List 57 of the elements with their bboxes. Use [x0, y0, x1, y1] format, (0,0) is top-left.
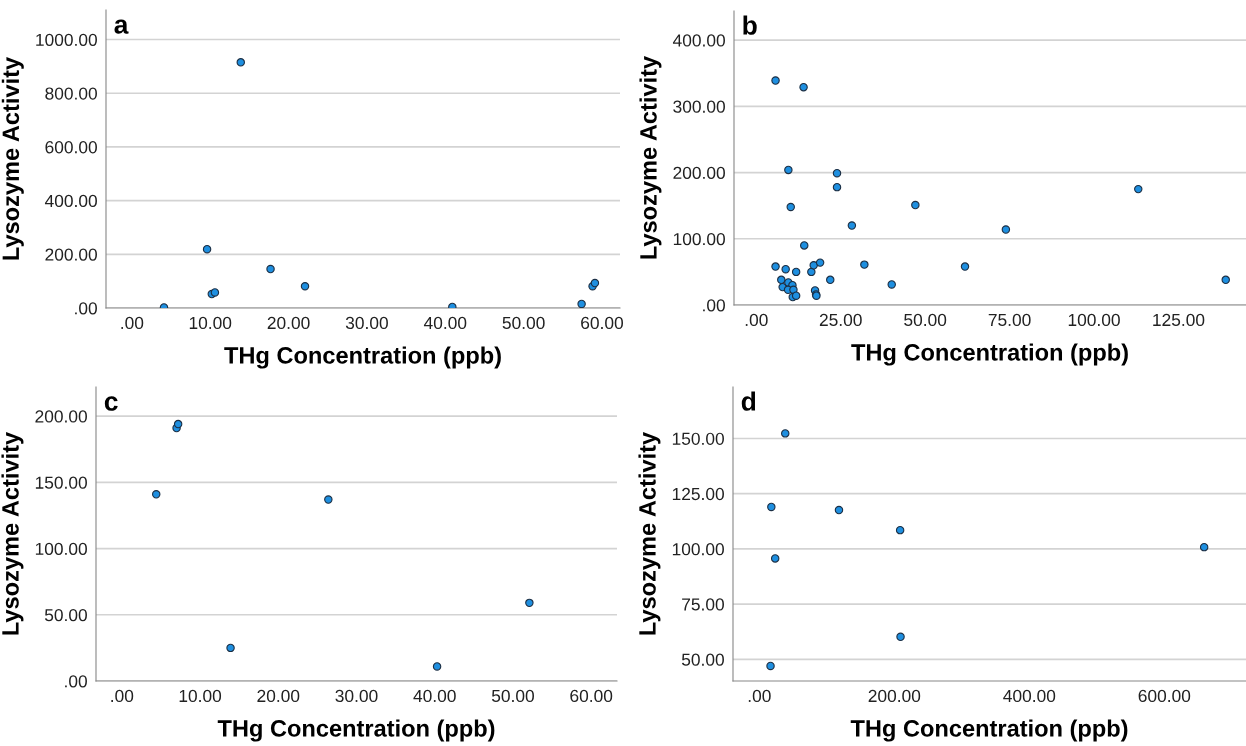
x-tick-label: 60.00 — [581, 316, 624, 330]
x-tick-label: 50.00 — [491, 689, 534, 703]
y-axis-title: Lysozyme Activity — [639, 55, 662, 259]
x-axis-title: THg Concentration (ppb) — [224, 346, 501, 369]
y-tick-label: 200.00 — [35, 410, 87, 423]
y-tick-label: .00 — [75, 302, 97, 315]
y-tick-label: 600.00 — [45, 141, 97, 154]
x-tick-label: 50.00 — [502, 316, 545, 330]
x-axis-title: THg Concentration (ppb) — [850, 719, 1128, 742]
y-tick-label: 150.00 — [672, 432, 724, 445]
y-axis-title: Lysozyme Activity — [1, 56, 24, 260]
y-tick-label: 100.00 — [35, 542, 87, 556]
x-tick-label: 600.00 — [1138, 689, 1191, 703]
y-tick-label: 200.00 — [673, 166, 725, 180]
x-tick-label: .00 — [111, 689, 134, 703]
x-tick-label: 25.00 — [819, 313, 862, 327]
y-tick-label: 800.00 — [45, 87, 97, 100]
x-tick-label: .00 — [748, 689, 771, 703]
x-tick-label: .00 — [121, 316, 144, 330]
x-tick-label: 60.00 — [570, 689, 613, 703]
y-tick-label: 1000.00 — [36, 33, 97, 46]
chart-title: a — [114, 19, 129, 34]
y-tick-label: .00 — [65, 675, 87, 688]
x-tick-label: 10.00 — [179, 689, 222, 703]
x-tick-label: 100.00 — [1068, 313, 1120, 327]
y-tick-label: 50.00 — [44, 608, 87, 622]
x-axis-title: THg Concentration (ppb) — [851, 343, 1128, 366]
x-tick-label: 50.00 — [904, 313, 947, 327]
y-tick-label: 75.00 — [682, 598, 724, 611]
chart-title: c — [104, 396, 118, 411]
x-tick-label: 200.00 — [868, 689, 921, 703]
y-tick-label: 400.00 — [44, 194, 97, 208]
x-tick-label: 30.00 — [345, 316, 388, 330]
y-tick-label: 100.00 — [673, 232, 725, 246]
x-tick-label: .00 — [745, 313, 768, 327]
x-tick-label: 20.00 — [257, 689, 300, 703]
x-tick-label: 40.00 — [423, 316, 467, 330]
x-tick-label: 400.00 — [1003, 689, 1056, 703]
x-tick-label: 30.00 — [335, 689, 378, 703]
y-tick-label: .00 — [703, 299, 725, 312]
y-tick-label: 300.00 — [673, 100, 725, 113]
chart-title: b — [743, 15, 757, 35]
chart-title: d — [741, 391, 756, 411]
y-tick-label: 400.00 — [672, 34, 725, 47]
x-axis-title: THg Concentration (ppb) — [217, 719, 495, 742]
y-tick-label: 125.00 — [672, 487, 724, 501]
y-tick-label: 200.00 — [45, 248, 97, 261]
x-tick-label: 20.00 — [267, 316, 310, 330]
x-tick-label: 10.00 — [189, 316, 232, 330]
y-tick-label: 100.00 — [672, 543, 724, 556]
x-tick-label: 40.00 — [413, 689, 456, 703]
y-axis-title: Lysozyme Activity — [638, 431, 661, 635]
y-axis-title: Lysozyme Activity — [1, 431, 24, 635]
y-tick-label: 150.00 — [35, 476, 87, 489]
x-tick-label: 75.00 — [988, 313, 1031, 327]
x-tick-label: 125.00 — [1153, 313, 1205, 327]
y-tick-label: 50.00 — [681, 653, 724, 666]
